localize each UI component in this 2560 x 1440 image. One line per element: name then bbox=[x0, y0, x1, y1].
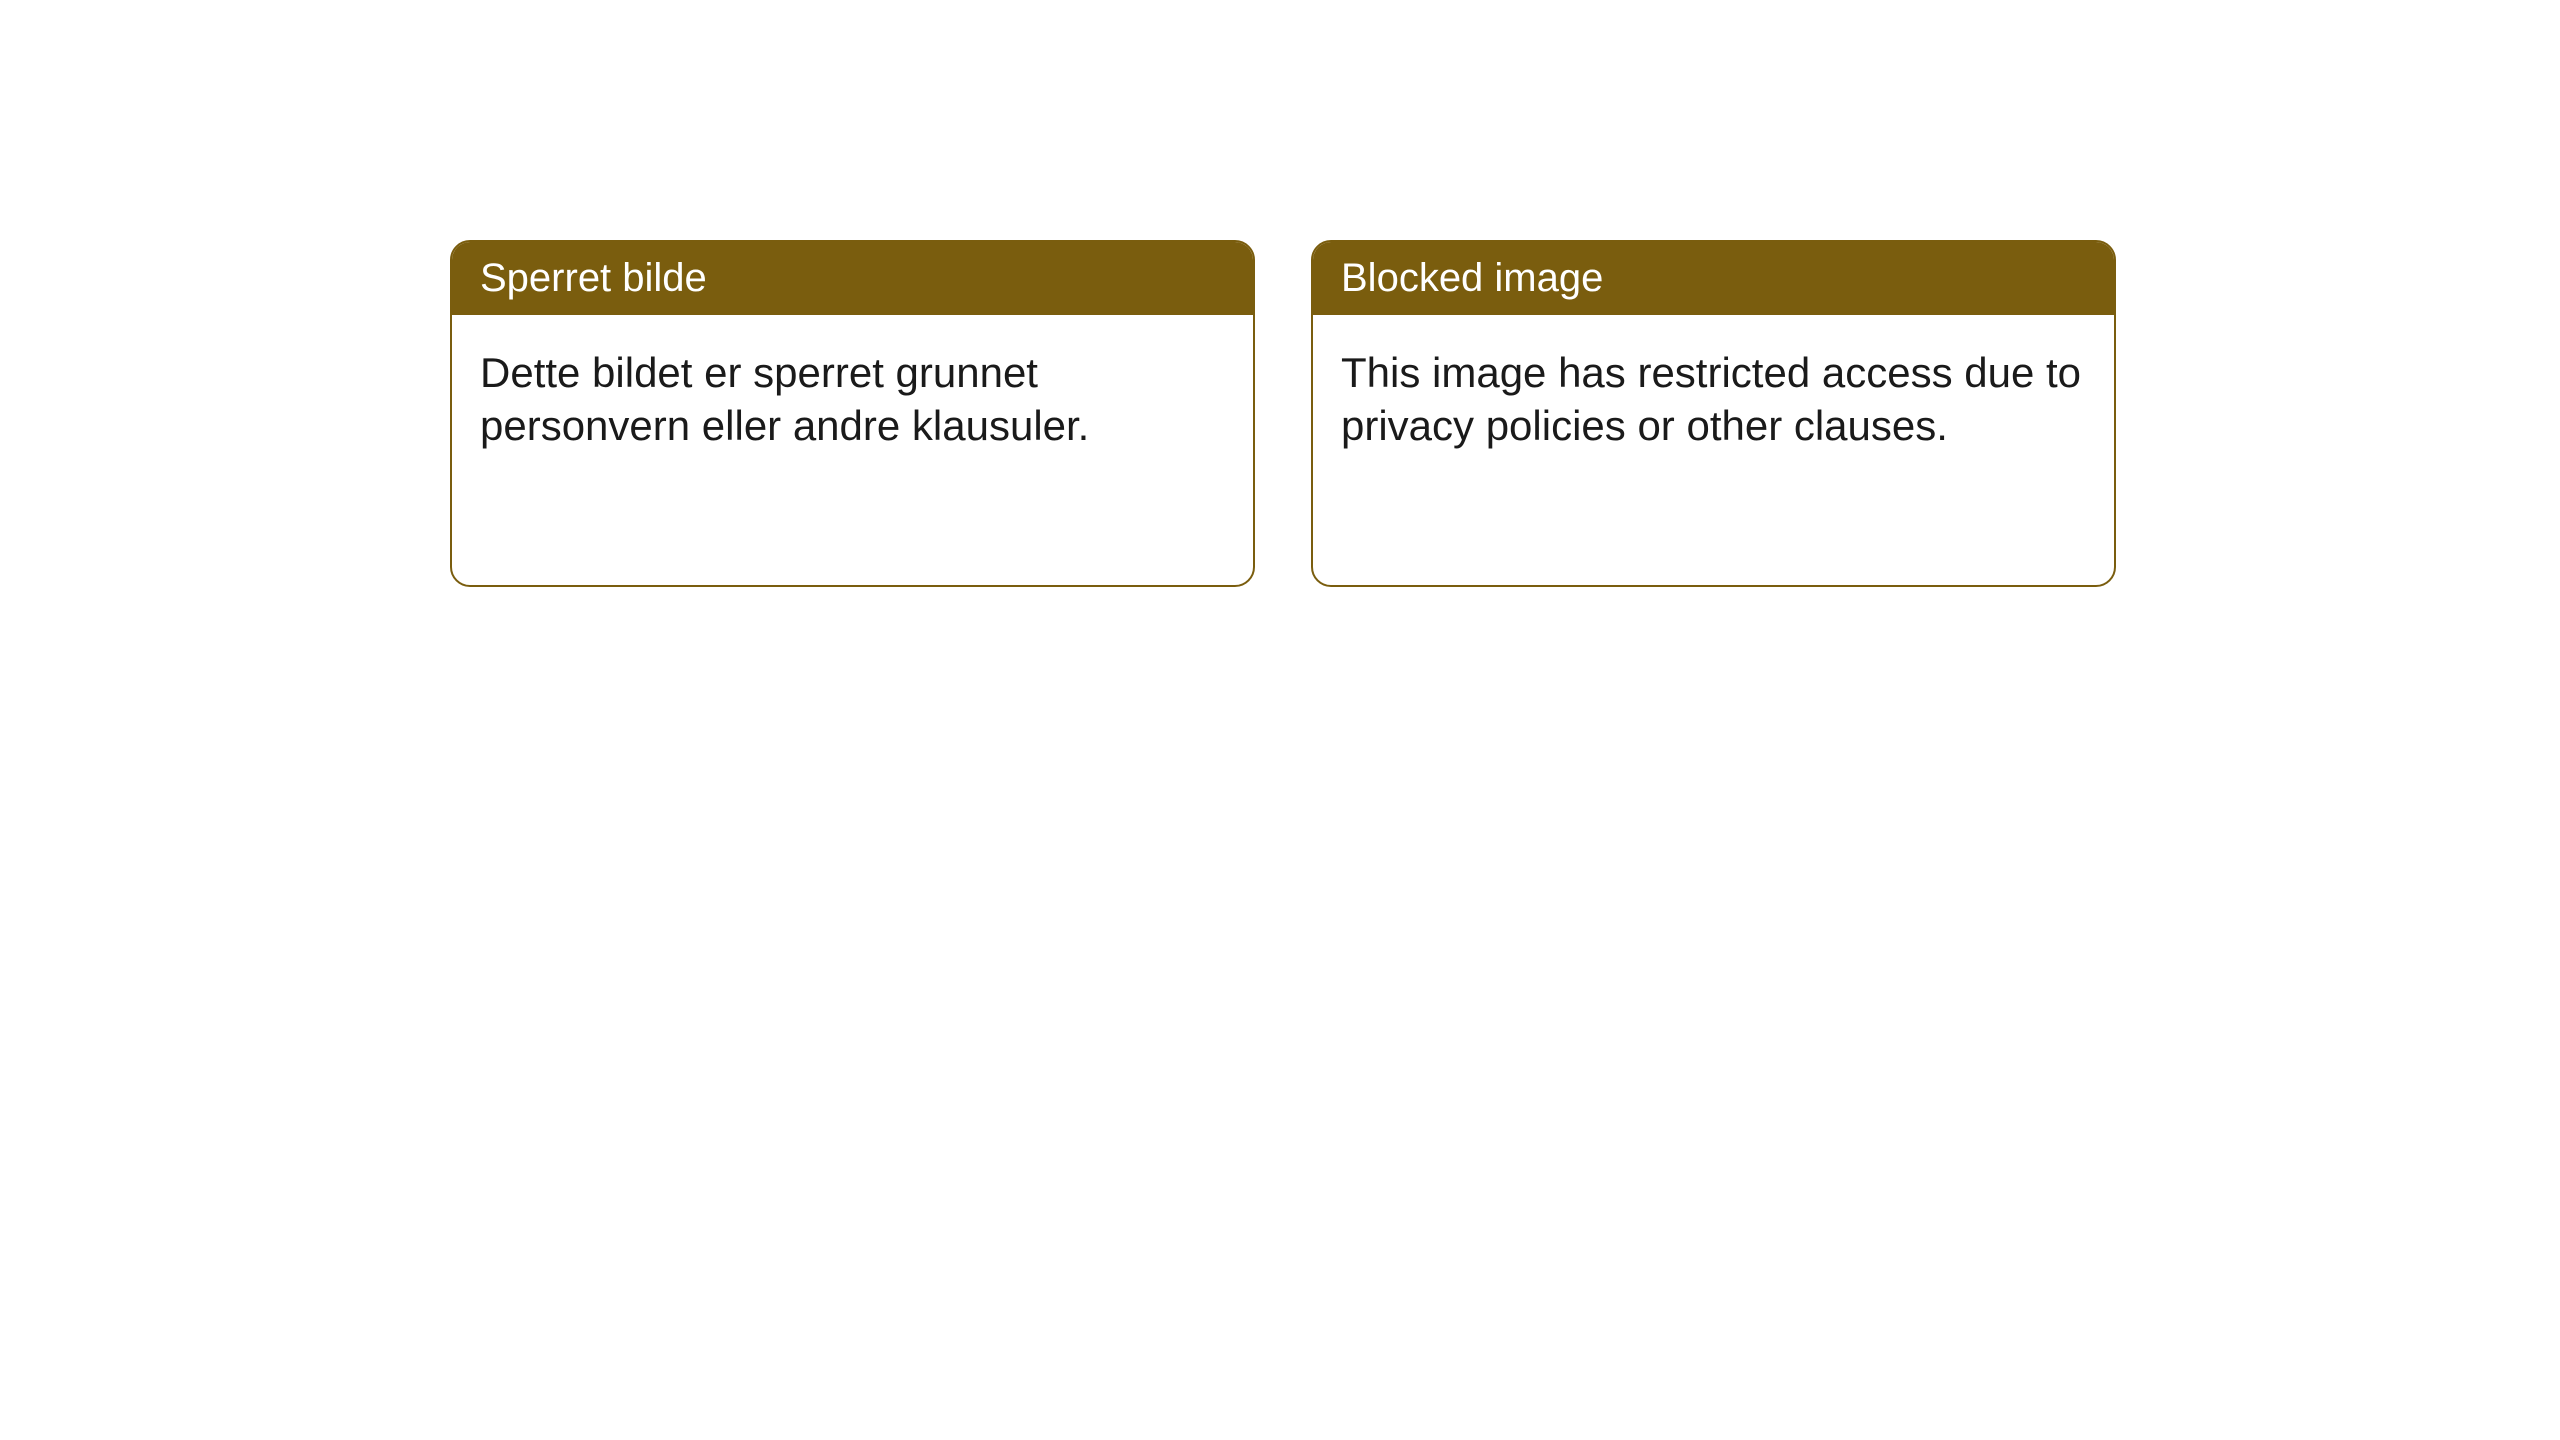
notice-card-body: This image has restricted access due to … bbox=[1313, 315, 2114, 585]
notice-card-header: Blocked image bbox=[1313, 242, 2114, 315]
notice-cards-container: Sperret bilde Dette bildet er sperret gr… bbox=[450, 240, 2116, 587]
notice-card-body-text: Dette bildet er sperret grunnet personve… bbox=[480, 349, 1089, 449]
notice-card-header: Sperret bilde bbox=[452, 242, 1253, 315]
notice-card-body-text: This image has restricted access due to … bbox=[1341, 349, 2081, 449]
notice-card-title: Sperret bilde bbox=[480, 256, 707, 300]
notice-card-title: Blocked image bbox=[1341, 256, 1603, 300]
notice-card-english: Blocked image This image has restricted … bbox=[1311, 240, 2116, 587]
notice-card-body: Dette bildet er sperret grunnet personve… bbox=[452, 315, 1253, 585]
notice-card-norwegian: Sperret bilde Dette bildet er sperret gr… bbox=[450, 240, 1255, 587]
